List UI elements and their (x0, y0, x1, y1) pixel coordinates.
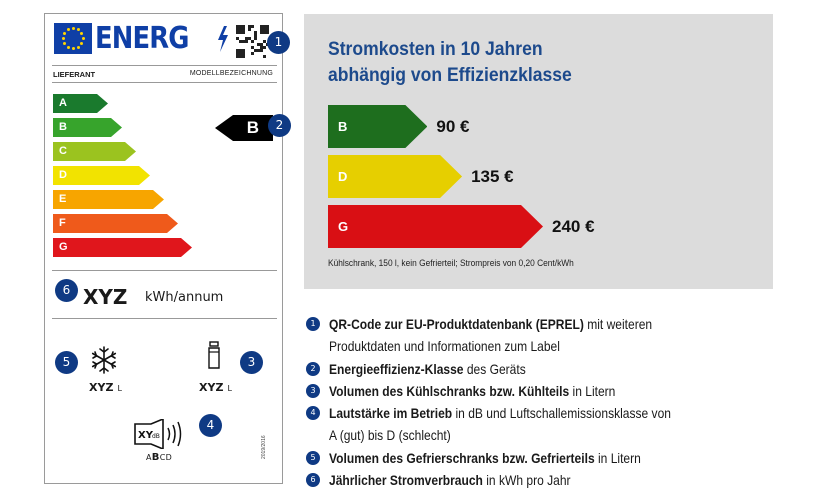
fridge-bottle-icon (208, 341, 220, 369)
energy-title: ENERG (95, 21, 189, 56)
efficiency-bar-a: A (53, 94, 108, 113)
eu-star-icon (76, 28, 80, 32)
legend-badge: 5 (306, 451, 320, 465)
cost-bar-b: B (328, 105, 427, 148)
fridge-volume: XYZ L (199, 381, 232, 394)
divider (52, 318, 277, 319)
noise-class-b: B (151, 452, 160, 463)
badge-rating: 2 (268, 114, 291, 137)
supplier-label: LIEFERANT (53, 70, 96, 79)
eu-star-icon (62, 42, 66, 45)
cost-title: Stromkosten in 10 Jahren abhängig von Ef… (328, 36, 572, 88)
cost-title-line1: Stromkosten in 10 Jahren (328, 38, 543, 60)
eu-star-icon (66, 28, 70, 32)
efficiency-bar-d: D (53, 166, 150, 185)
noise-unit: dB (152, 433, 160, 440)
legend-badge: 3 (306, 384, 320, 398)
cost-title-line2: abhängig von Effizienzklasse (328, 64, 572, 86)
legend-text: Lautstärke im Betrieb in dB und Luftscha… (329, 405, 671, 443)
efficiency-bar-f: F (53, 214, 178, 233)
legend-text: Energieeffizienz-Klasse des Geräts (329, 361, 526, 377)
efficiency-bar-b: B (53, 118, 122, 137)
cost-panel: Stromkosten in 10 Jahren abhängig von Ef… (304, 14, 773, 289)
badge-noise: 4 (199, 414, 222, 437)
model-label: MODELLBEZEICHNUNG (189, 70, 273, 77)
noise-class-a: A (146, 453, 152, 462)
legend-text: QR-Code zur EU-Produktdatenbank (EPREL) … (329, 316, 653, 354)
freezer-volume: XYZ L (89, 381, 122, 394)
speaker-icon: XY dB (134, 419, 182, 449)
consumption-value: XYZ (83, 285, 128, 309)
legend-text: Volumen des Kühlschranks bzw. Kühlteils … (329, 383, 616, 399)
eu-star-icon (76, 45, 80, 49)
badge-qr: 1 (267, 31, 290, 54)
eu-star-icon (71, 27, 75, 30)
qr-code-icon (236, 25, 269, 58)
badge-freezer: 5 (55, 351, 78, 374)
eu-star-icon (61, 37, 65, 40)
cost-bar-g: G (328, 205, 543, 248)
freezer-volume-value: XYZ (89, 381, 114, 394)
fridge-volume-value: XYZ (199, 381, 224, 394)
eu-star-icon (62, 32, 66, 35)
legend-text: Jährlicher Stromverbrauch in kWh pro Jah… (329, 472, 571, 488)
volume-unit: L (227, 384, 232, 393)
volume-unit: L (117, 384, 122, 393)
cost-value-b: 90 € (436, 117, 470, 136)
noise-value: XY (138, 430, 154, 441)
consumption-unit: kWh/annum (145, 290, 224, 305)
cost-bar-d: D (328, 155, 462, 198)
eu-star-icon (71, 47, 75, 50)
eu-star-icon (66, 45, 70, 49)
divider (52, 65, 277, 66)
legend-badge: 6 (306, 473, 320, 487)
snowflake-icon (91, 346, 117, 374)
cost-value-d: 135 € (471, 167, 514, 186)
efficiency-bar-c: C (53, 142, 136, 161)
eu-star-icon (81, 37, 85, 40)
lightning-icon (218, 26, 228, 52)
regulation-number: 2019/2016 (261, 435, 267, 459)
divider (52, 270, 277, 271)
legend-badge: 4 (306, 406, 320, 420)
efficiency-bar-g: G (53, 238, 192, 257)
eu-star-icon (80, 42, 84, 45)
eu-star-icon (80, 32, 84, 35)
legend-text: Volumen des Gefrierschranks bzw. Gefrier… (329, 450, 641, 466)
cost-note: Kühlschrank, 150 l, kein Gefrierteil; St… (328, 258, 574, 269)
badge-consumption: 6 (55, 279, 78, 302)
eu-flag-icon (54, 23, 92, 54)
noise-class-scale: ABCD (146, 452, 172, 463)
legend-badge: 1 (306, 317, 320, 331)
legend-badge: 2 (306, 362, 320, 376)
rating-arrow: B (215, 115, 273, 141)
noise-class-cd: CD (159, 453, 173, 462)
divider (52, 82, 277, 83)
cost-value-g: 240 € (552, 217, 595, 236)
efficiency-bar-e: E (53, 190, 164, 209)
badge-fridge: 3 (240, 351, 263, 374)
